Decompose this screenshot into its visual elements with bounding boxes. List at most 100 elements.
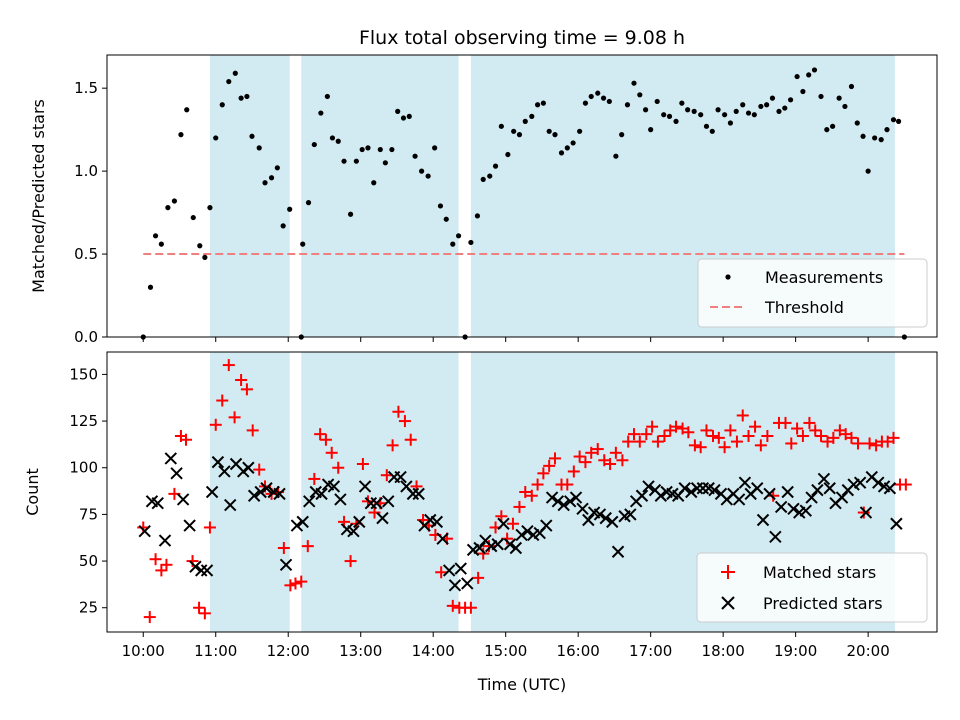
measurement-point xyxy=(529,113,535,119)
measurement-point xyxy=(232,70,238,76)
top-panel: Flux total observing time = 9.08 h 0.0 0.… xyxy=(29,27,938,346)
measurement-point xyxy=(432,145,438,151)
top-legend: Measurements Threshold xyxy=(697,258,928,328)
predicted-star-point xyxy=(430,515,444,529)
top-plot-frame xyxy=(106,54,938,338)
predicted-star-point xyxy=(382,495,395,508)
matched-star-point xyxy=(591,443,604,456)
measurement-point xyxy=(324,93,330,100)
measurement-point xyxy=(745,110,752,116)
legend-marker-predicted xyxy=(721,596,735,610)
matched-star-point xyxy=(616,454,629,467)
predicted-star-point xyxy=(491,538,504,551)
y-tick-label: 0.0 xyxy=(74,328,98,346)
matched-star-point xyxy=(289,577,302,590)
matched-star-point xyxy=(386,439,399,452)
measurement-point xyxy=(654,98,660,105)
measurement-point xyxy=(600,95,607,101)
matched-star-point xyxy=(646,420,659,433)
measurement-point xyxy=(280,223,286,229)
shaded-interval-2 xyxy=(301,352,459,632)
matched-star-point xyxy=(899,478,912,491)
matched-star-point xyxy=(851,437,864,450)
predicted-star-point xyxy=(678,482,691,495)
legend-label-measurements: Measurements xyxy=(765,268,883,287)
y-tick-label: 150 xyxy=(69,365,98,383)
matched-star-point xyxy=(404,433,417,446)
predicted-star-point xyxy=(890,517,903,530)
predicted-star-point xyxy=(176,493,190,506)
predicted-star-point xyxy=(151,496,164,510)
matched-star-point xyxy=(640,428,653,441)
matched-star-point xyxy=(472,571,485,584)
y-tick-label: 0.5 xyxy=(74,245,98,263)
measurement-point xyxy=(703,123,710,129)
chart-title: Flux total observing time = 9.08 h xyxy=(359,27,685,49)
y-tick-label: 1.5 xyxy=(74,79,98,97)
y-tick-label: 25 xyxy=(79,599,98,617)
shaded-interval-1 xyxy=(209,55,290,337)
predicted-star-point xyxy=(654,489,668,502)
measurement-point xyxy=(552,132,558,138)
measurement-point xyxy=(860,133,866,139)
measurement-point xyxy=(347,211,354,217)
matched-star-point xyxy=(477,547,490,560)
measurement-point xyxy=(256,145,262,151)
predicted-star-point xyxy=(497,517,510,530)
matched-star-point xyxy=(398,415,411,428)
predicted-star-point xyxy=(515,528,528,542)
predicted-star-point xyxy=(545,491,559,504)
predicted-star-point xyxy=(279,558,293,572)
measurement-point xyxy=(764,102,770,108)
measurement-point xyxy=(865,168,871,174)
measurement-point xyxy=(691,108,697,114)
measurement-point xyxy=(818,93,824,100)
predicted-star-point xyxy=(859,506,873,519)
top-y-axis-label: Matched/Predicted stars xyxy=(29,99,48,293)
predicted-star-point xyxy=(303,495,316,508)
predicted-star-point xyxy=(164,452,177,465)
predicted-star-point xyxy=(358,480,372,493)
matched-star-point xyxy=(604,458,617,470)
predicted-star-point xyxy=(442,564,456,577)
measurement-point xyxy=(642,107,649,113)
matched-star-point xyxy=(712,431,725,444)
measurement-point xyxy=(498,123,504,129)
predicted-star-point xyxy=(593,508,607,521)
matched-star-point xyxy=(573,450,586,463)
legend-label-matched: Matched stars xyxy=(763,563,876,582)
matched-star-point xyxy=(730,435,743,448)
measurement-point xyxy=(437,203,444,209)
matched-star-point xyxy=(209,418,222,431)
matched-star-point xyxy=(688,439,701,452)
measurement-point xyxy=(872,135,878,141)
measurement-point xyxy=(848,83,855,90)
matched-star-point xyxy=(325,446,338,459)
measurement-point xyxy=(505,151,511,158)
predicted-star-point xyxy=(224,498,237,512)
predicted-star-point xyxy=(370,496,383,510)
matched-star-point xyxy=(609,446,622,459)
measurement-point xyxy=(842,103,848,110)
matched-star-point xyxy=(193,601,206,614)
predicted-star-point xyxy=(509,541,523,555)
matched-star-point xyxy=(228,411,241,424)
measurement-point xyxy=(782,105,788,111)
x-tick-label: 11:00 xyxy=(194,642,237,660)
measurement-point xyxy=(300,241,306,247)
measurement-point xyxy=(794,73,800,80)
measurement-point xyxy=(165,205,171,211)
predicted-star-point xyxy=(805,491,818,504)
measurement-point xyxy=(709,128,715,134)
predicted-star-point xyxy=(732,493,746,506)
matched-star-point xyxy=(857,506,870,519)
measurement-point xyxy=(329,135,336,141)
matched-star-point xyxy=(314,428,327,441)
matched-star-point xyxy=(319,433,332,446)
y-tick-label: 75 xyxy=(79,505,98,523)
matched-star-point xyxy=(368,506,381,519)
matched-star-point xyxy=(149,553,162,566)
measurement-point xyxy=(740,102,746,108)
predicted-star-point xyxy=(708,483,721,497)
matched-star-point xyxy=(585,446,598,459)
